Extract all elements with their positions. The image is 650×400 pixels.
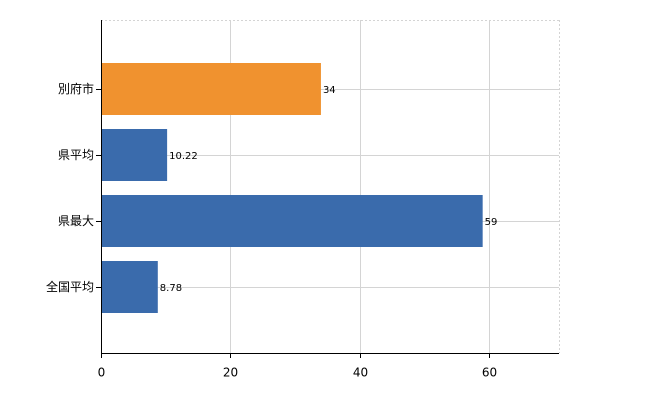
x-tick-label: 0 (98, 366, 106, 380)
value-label: 34 (323, 85, 336, 96)
x-tick-label: 60 (482, 366, 497, 380)
bar (101, 129, 168, 181)
x-tick-label: 20 (223, 366, 238, 380)
value-label: 59 (485, 217, 498, 228)
x-tick-label: 40 (353, 366, 368, 380)
bar (101, 63, 321, 115)
value-label: 10.22 (169, 151, 198, 162)
y-tick-label: 全国平均 (46, 279, 94, 294)
bar (101, 261, 158, 313)
y-tick-label: 別府市 (58, 81, 94, 96)
bar (101, 195, 483, 247)
value-label: 8.78 (160, 283, 182, 294)
y-tick-label: 県最大 (58, 214, 94, 228)
y-tick-label: 県平均 (58, 148, 94, 162)
